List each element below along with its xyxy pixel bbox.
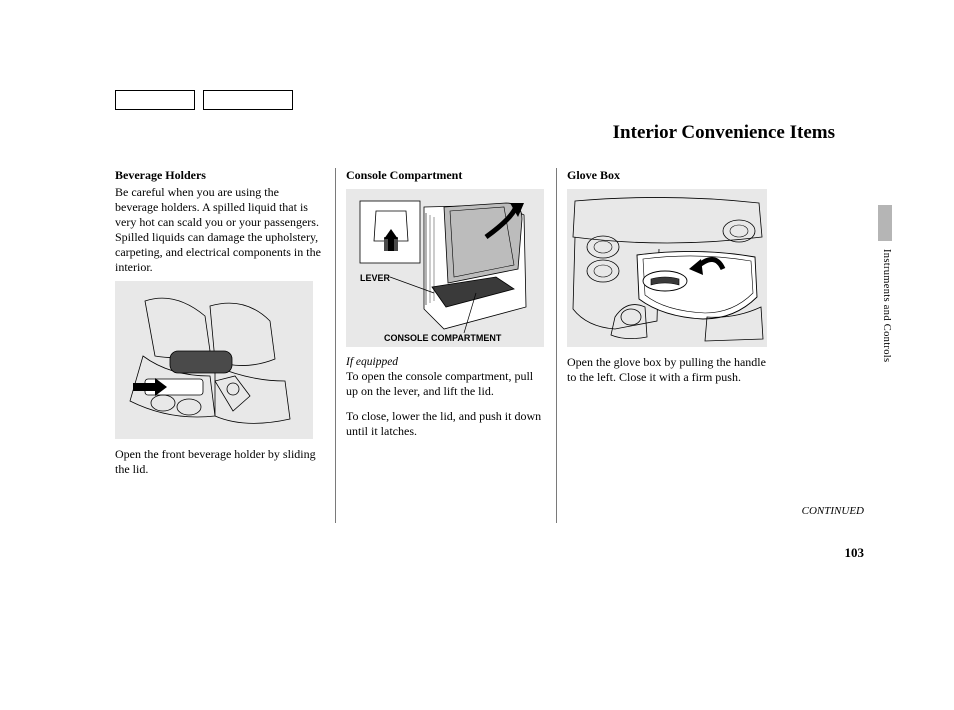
section-tab-marker <box>878 205 892 241</box>
beverage-holder-illustration <box>115 281 313 439</box>
caption-beverage: Open the front beverage holder by slidin… <box>115 447 321 477</box>
text-beverage-warning: Be careful when you are using the bevera… <box>115 185 321 275</box>
heading-beverage: Beverage Holders <box>115 168 321 183</box>
console-illustration <box>346 189 544 347</box>
heading-console: Console Compartment <box>346 168 546 183</box>
top-link-boxes <box>115 90 293 110</box>
label-lever: LEVER <box>360 273 390 283</box>
if-equipped-note: If equipped <box>346 355 546 369</box>
column-glove-box: Glove Box <box>557 168 777 523</box>
figure-console-compartment: LEVER CONSOLE COMPARTMENT <box>346 189 544 347</box>
text-console-open: To open the console compartment, pull up… <box>346 369 546 399</box>
page-title: Interior Convenience Items <box>613 122 835 144</box>
text-console-close: To close, lower the lid, and push it dow… <box>346 409 546 439</box>
figure-beverage-holder <box>115 281 313 439</box>
column-beverage-holders: Beverage Holders Be careful when you are… <box>115 168 335 523</box>
label-compartment: CONSOLE COMPARTMENT <box>384 333 501 343</box>
figure-glove-box <box>567 189 767 347</box>
heading-glove-box: Glove Box <box>567 168 767 183</box>
content-columns: Beverage Holders Be careful when you are… <box>115 168 835 523</box>
nav-box-2[interactable] <box>203 90 293 110</box>
column-console: Console Compartment <box>336 168 556 523</box>
nav-box-1[interactable] <box>115 90 195 110</box>
text-glove-box: Open the glove box by pulling the handle… <box>567 355 767 385</box>
glove-box-illustration <box>567 189 767 347</box>
page-number: 103 <box>845 545 865 561</box>
section-label-vertical: Instruments and Controls <box>881 249 892 362</box>
continued-label: CONTINUED <box>802 505 864 517</box>
